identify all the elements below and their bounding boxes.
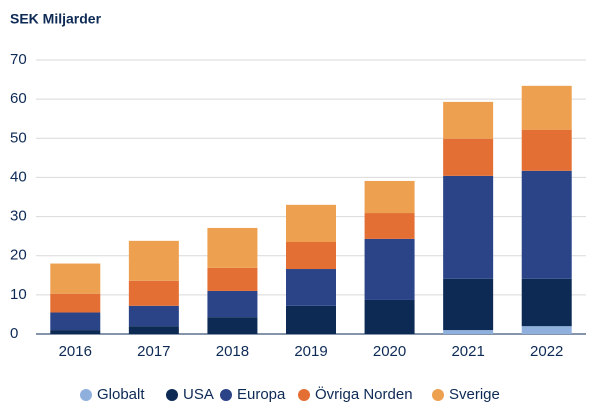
legend-marker [220,389,232,401]
bar-segment [50,293,101,313]
bar-segment [286,204,336,243]
y-tick-label: 70 [10,51,27,68]
x-tick-label: 2021 [451,343,484,360]
y-tick-label: 0 [10,325,18,342]
bar-segment [521,129,572,171]
y-tick-label: 10 [10,286,27,303]
bar-segment [128,326,179,334]
bar-segment [364,213,415,239]
bar-segment [50,330,101,334]
bar-segment [521,278,572,327]
legend-label: Globalt [97,386,145,403]
x-tick-label: 2017 [137,343,170,360]
y-tick-label: 50 [10,129,27,146]
bar-segment [443,330,494,334]
y-tick-label: 30 [10,208,27,225]
legend-label: USA [183,386,214,403]
bar-segment [521,170,572,279]
bar-segment [286,305,336,334]
y-tick-label: 20 [10,247,27,264]
y-tick-label: 60 [10,90,27,107]
legend-marker [80,389,92,401]
bar-segment [207,290,258,318]
x-tick-label: 2022 [530,343,563,360]
bar-segment [286,242,336,270]
legend-label: Sverige [449,386,500,403]
chart-title: SEK Miljarder [10,11,102,27]
bar-segment [443,101,494,139]
bar-segment [521,85,572,130]
x-tick-label: 2018 [216,343,249,360]
bar-segment [128,280,179,306]
bar-segment [207,317,258,334]
x-tick-label: 2016 [59,343,92,360]
bar-segment [50,312,101,331]
legend-label: Europa [237,386,286,403]
bar-segment [207,227,258,268]
legend-marker [166,389,178,401]
bar-segment [443,138,494,176]
bar-segment [443,278,494,331]
bar-segment [364,238,415,300]
bar-segment [286,269,336,306]
x-tick-label: 2019 [294,343,327,360]
x-tick-label: 2020 [373,343,406,360]
bar-segment [128,240,179,281]
bar-segment [364,180,415,214]
bar-segment [50,263,101,294]
y-tick-label: 40 [10,168,27,185]
bar-segment [207,267,258,291]
legend-marker [432,389,444,401]
bar-segment [521,326,572,334]
bar-segment [128,305,179,327]
bar-segment [443,175,494,279]
legend-label: Övriga Norden [315,385,413,403]
legend-marker [298,389,310,401]
bar-segment [364,299,415,334]
